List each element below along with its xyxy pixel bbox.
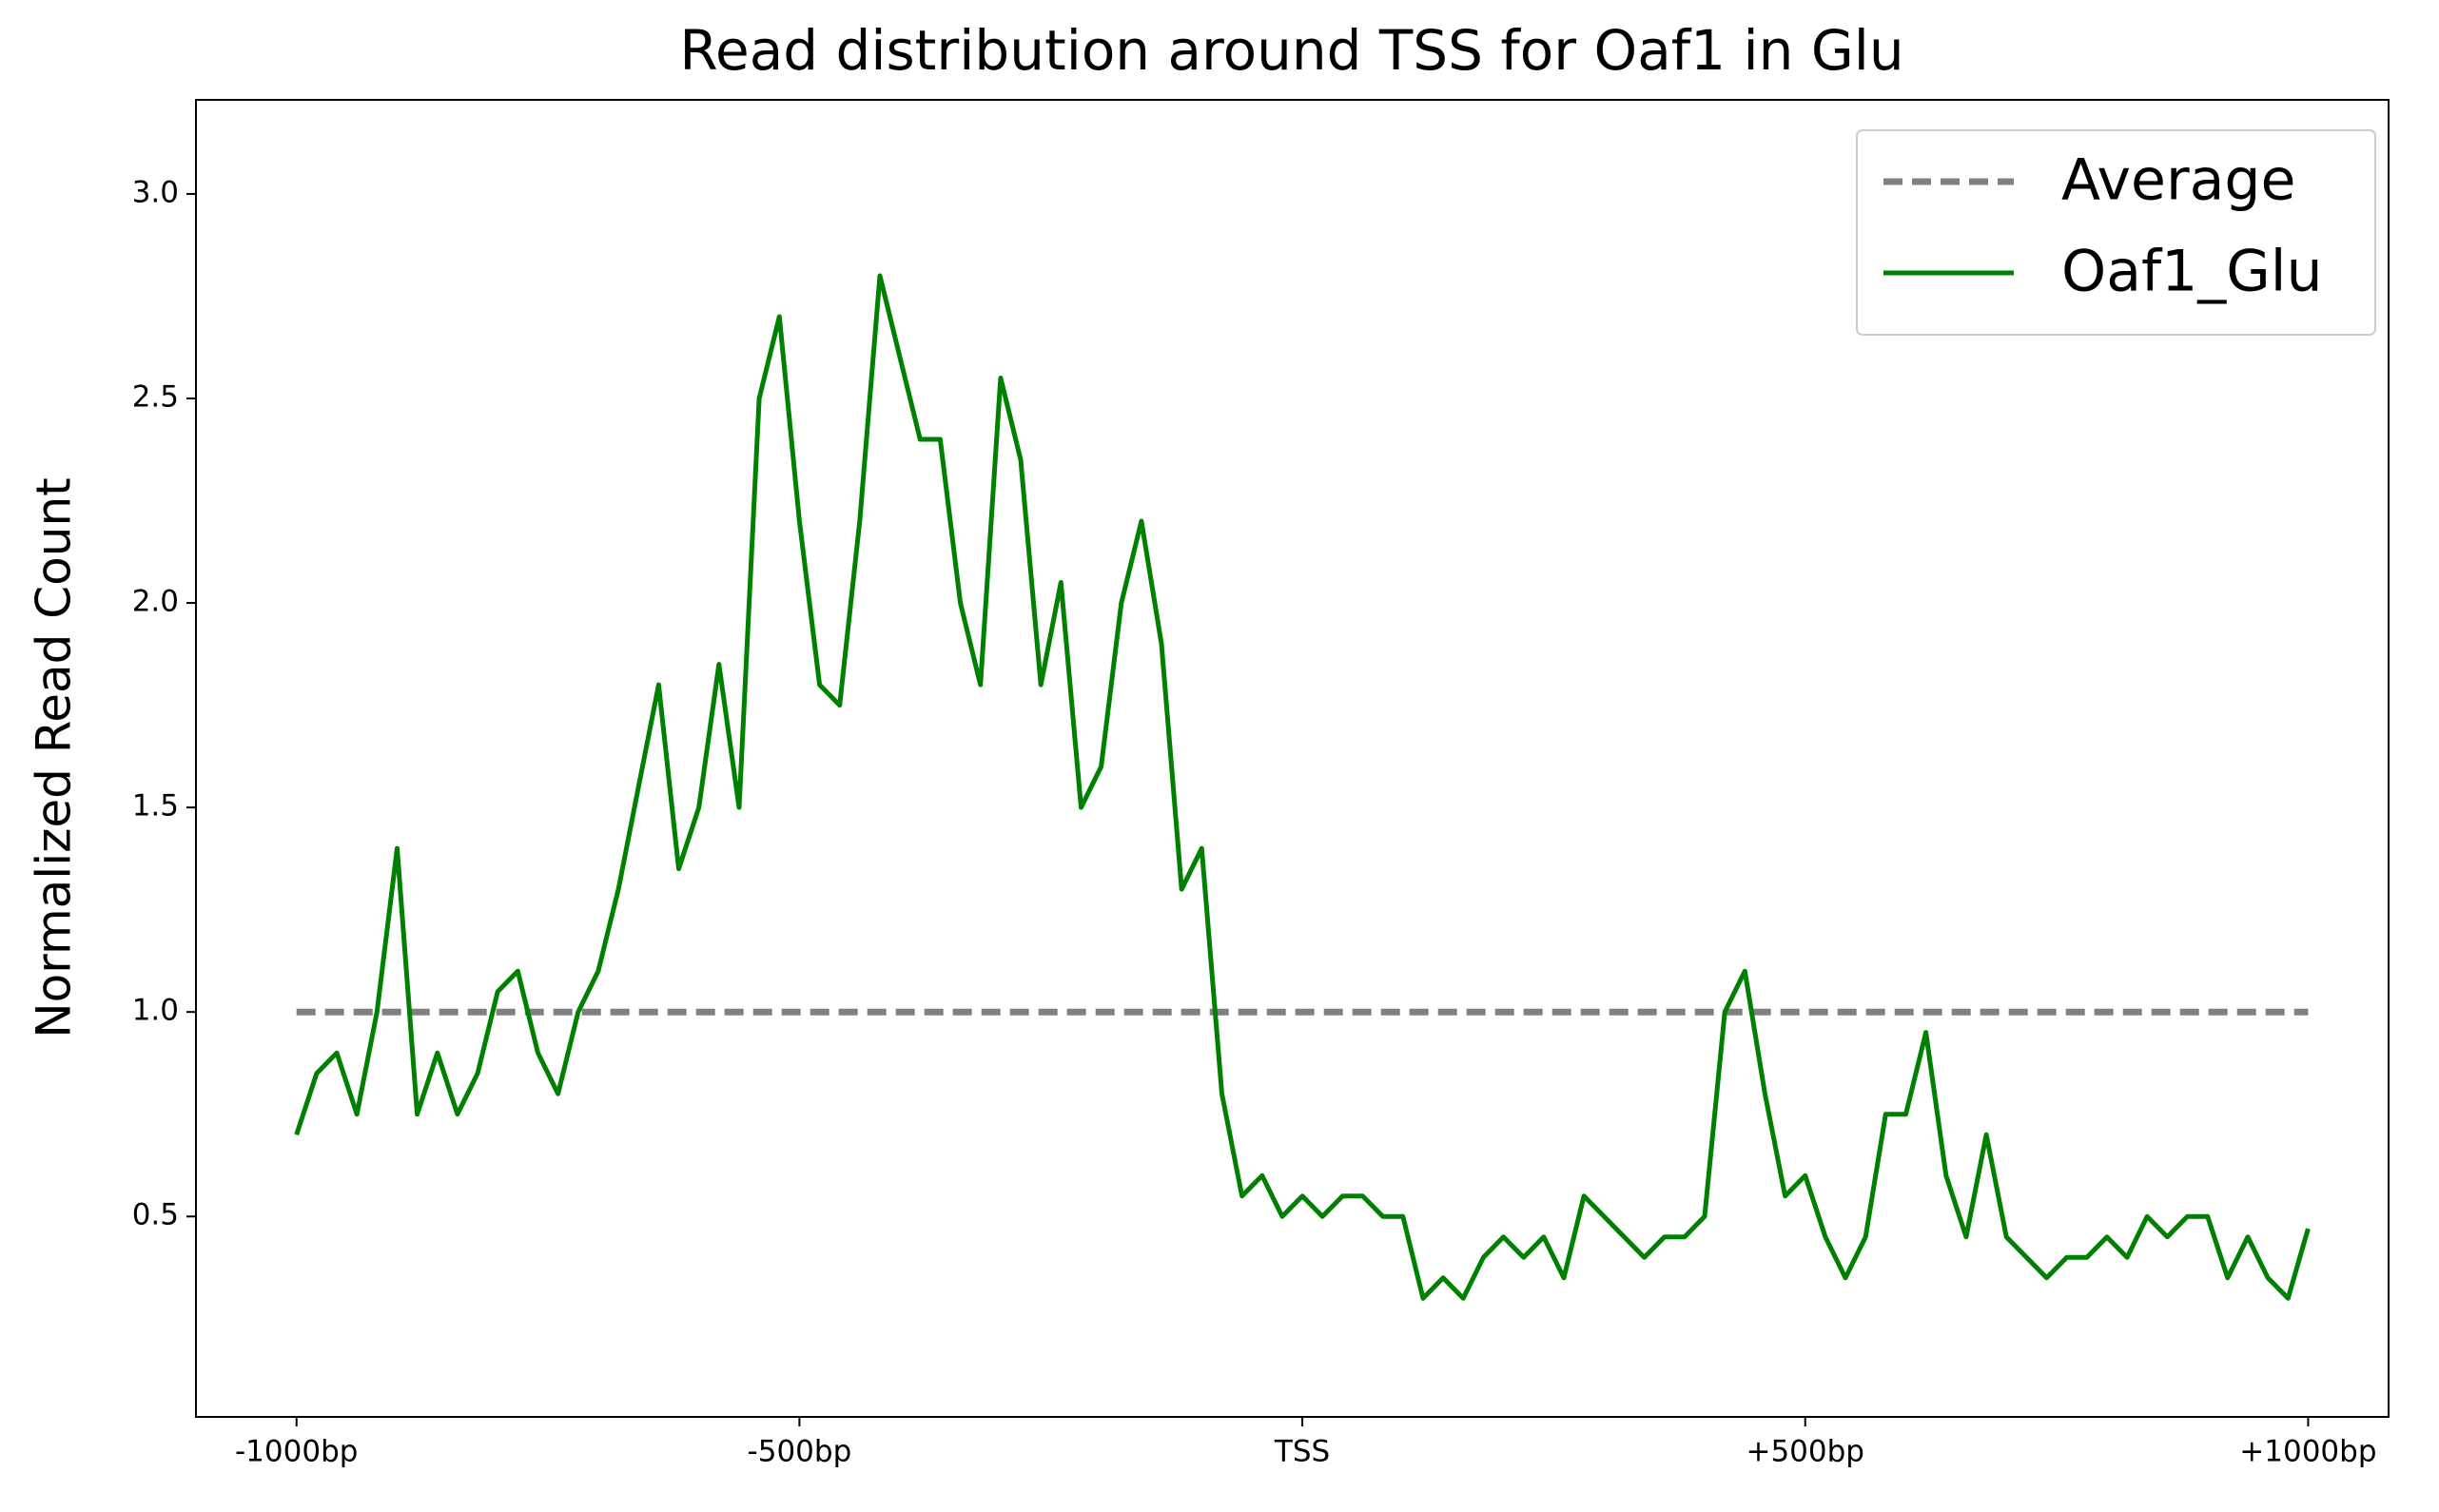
y-tick-label: 1.5 xyxy=(132,789,179,824)
y-tick-label: 3.0 xyxy=(132,175,179,209)
x-tick-label: +500bp xyxy=(1746,1435,1864,1469)
y-tick-label: 2.0 xyxy=(132,585,179,619)
data-line xyxy=(294,273,2311,1301)
legend-label: Oaf1_Glu xyxy=(2061,239,2322,305)
x-tick-label: TSS xyxy=(1274,1435,1330,1469)
y-tick-label: 2.5 xyxy=(132,379,179,414)
plot-frame xyxy=(195,99,2390,1418)
y-axis-label: Normalized Read Count xyxy=(27,477,82,1037)
chart-title: Read distribution around TSS for Oaf1 in… xyxy=(679,18,1903,83)
y-tick-label: 0.5 xyxy=(132,1198,179,1232)
legend-label: Average xyxy=(2061,147,2295,214)
y-tick-label: 1.0 xyxy=(132,994,179,1028)
x-tick-label: +1000bp xyxy=(2239,1435,2376,1469)
x-tick-label: -1000bp xyxy=(235,1435,358,1469)
x-tick-label: -500bp xyxy=(748,1435,852,1469)
